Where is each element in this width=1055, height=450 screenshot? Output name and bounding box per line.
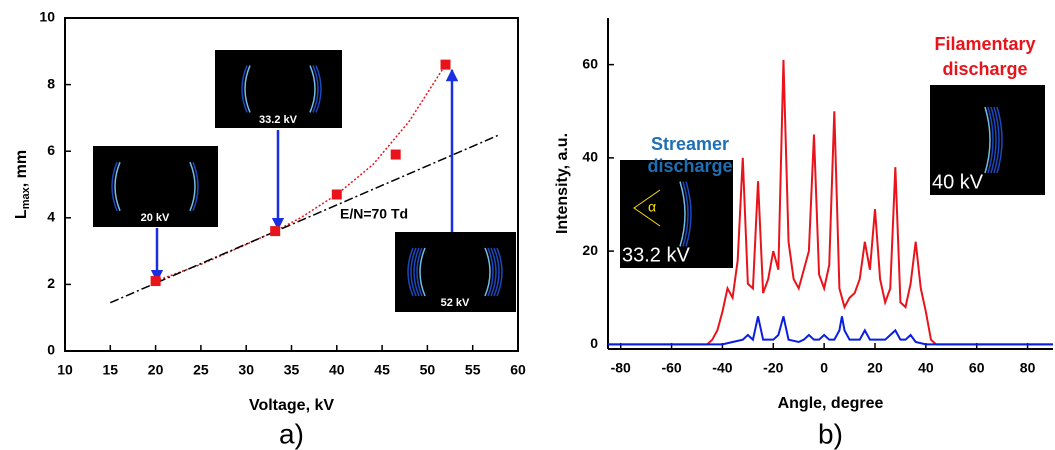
inset-discharge — [114, 161, 121, 212]
filamentary-label: Filamentary — [934, 34, 1035, 54]
y-tick-label: 2 — [47, 275, 55, 291]
y-tick-label: 10 — [39, 9, 55, 25]
inset-discharge — [244, 65, 251, 113]
x-axis-label: Angle, degree — [778, 395, 884, 412]
inset-discharge — [189, 161, 196, 212]
inset-label: 20 kV — [141, 212, 170, 224]
data-point — [150, 276, 161, 287]
x-tick-label: -80 — [611, 360, 631, 376]
data-point — [270, 226, 281, 237]
filamentary-label: discharge — [942, 59, 1027, 79]
inset-discharge — [413, 247, 420, 297]
data-point — [440, 59, 451, 70]
inset-discharge — [493, 247, 500, 297]
x-tick-label: 35 — [284, 362, 300, 378]
inset-discharge — [496, 247, 503, 297]
angle-mark — [633, 189, 661, 227]
inset-discharge — [416, 247, 423, 297]
y-tick-label: 4 — [47, 209, 55, 225]
inset-label: 33.2 kV — [259, 114, 298, 126]
inset-discharge — [315, 65, 322, 113]
x-tick-label: 20 — [867, 360, 883, 376]
x-tick-label: 80 — [1020, 360, 1036, 376]
inset-discharge — [679, 181, 686, 247]
data-point — [331, 189, 342, 200]
inset-discharge — [241, 65, 248, 113]
inset-discharge — [192, 161, 199, 212]
series-line — [608, 59, 1053, 346]
x-tick-label: -20 — [763, 360, 783, 376]
x-tick-label: 40 — [918, 360, 934, 376]
y-label-rest: , mm — [13, 150, 30, 187]
inset-discharge — [111, 161, 118, 212]
y-tick-label: 0 — [590, 335, 598, 351]
x-tick-label: 0 — [820, 360, 828, 376]
inset-discharge — [996, 106, 1003, 174]
inset-discharge — [987, 106, 994, 174]
x-tick-label: 40 — [329, 362, 345, 378]
inset-discharge — [309, 65, 316, 113]
angle-symbol: α — [648, 199, 656, 215]
y-tick-label: 8 — [47, 75, 55, 91]
panel-label: a) — [279, 418, 304, 449]
x-tick-label: 25 — [193, 362, 209, 378]
streamer-label: discharge — [647, 156, 732, 176]
inset-discharge — [984, 106, 991, 174]
panel-label: b) — [818, 418, 843, 449]
annotation: E/N=70 Td — [340, 206, 408, 222]
y-tick-label: 40 — [582, 149, 598, 165]
x-tick-label: 60 — [510, 362, 526, 378]
y-tick-label: 6 — [47, 142, 55, 158]
inset-discharge — [407, 247, 414, 297]
inset-image — [930, 85, 1045, 195]
y-label-sub: max — [20, 186, 32, 209]
x-tick-label: 50 — [420, 362, 436, 378]
inset-discharge — [410, 247, 417, 297]
x-tick-label: -40 — [712, 360, 732, 376]
x-tick-label: -60 — [661, 360, 681, 376]
inset-label: 52 kV — [441, 297, 470, 309]
x-tick-label: 20 — [148, 362, 164, 378]
x-tick-label: 30 — [238, 362, 254, 378]
inset-discharge — [419, 247, 426, 297]
series-line — [608, 316, 1053, 346]
inset-image — [620, 160, 733, 268]
data-point — [390, 149, 401, 160]
x-tick-label: 45 — [374, 362, 390, 378]
y-tick-label: 0 — [47, 342, 55, 358]
x-tick-label: 60 — [969, 360, 985, 376]
inset-discharge — [487, 247, 494, 297]
inset-discharge — [685, 181, 692, 247]
inset-label: 33.2 kV — [622, 244, 690, 266]
inset-discharge — [682, 181, 689, 247]
y-label-main: L — [13, 209, 30, 219]
x-tick-label: 55 — [465, 362, 481, 378]
inset-discharge — [490, 247, 497, 297]
y-axis-label: Lmax, mm — [13, 150, 32, 219]
inset-discharge — [990, 106, 997, 174]
series-line — [110, 133, 501, 304]
inset-discharge — [993, 106, 1000, 174]
inset-discharge — [312, 65, 319, 113]
inset-discharge — [484, 247, 491, 297]
x-tick-label: 15 — [103, 362, 119, 378]
inset-label: 40 kV — [932, 171, 984, 193]
inset-image — [93, 146, 218, 227]
y-tick-label: 20 — [582, 242, 598, 258]
x-axis-label: Voltage, kV — [249, 397, 334, 414]
y-axis-label: Intensity, a.u. — [554, 133, 571, 234]
x-tick-label: 10 — [57, 362, 73, 378]
y-tick-label: 60 — [582, 55, 598, 71]
streamer-label: Streamer — [651, 134, 729, 154]
